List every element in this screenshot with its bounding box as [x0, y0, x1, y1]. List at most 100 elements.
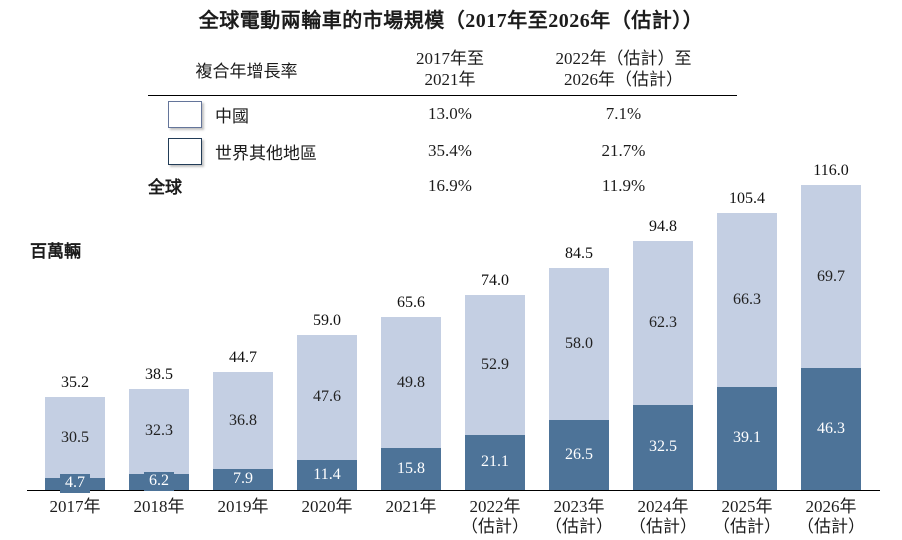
bar-segment-rest-of-world: 4.7 — [45, 474, 105, 494]
x-axis-labels: 2017年 2018年 2019年 2020年 2021年 2022年 （估計） 2023年（… — [27, 497, 880, 540]
bar-value-label-china: 69.7 — [817, 267, 845, 285]
legend-row-global: 全球 16.9% 11.9% — [148, 170, 737, 202]
cagr-header-col1-line2: 2021年 — [424, 70, 476, 90]
bar-total-label: 105.4 — [729, 189, 765, 207]
bar-value-label-rest-of-world: 11.4 — [308, 465, 346, 485]
bar-segment-china: 30.5 — [45, 397, 105, 478]
bar-group-2023年（估計）: 84.5 58.0 26.5 — [549, 158, 609, 490]
bar-segment-rest-of-world: 39.1 — [717, 387, 777, 490]
legend-label-global: 全球 — [148, 178, 182, 197]
x-tick-label: 2024年 （估計） — [629, 497, 697, 537]
x-tick-label: 2018年 — [133, 497, 185, 516]
bar-total-label: 38.5 — [145, 365, 173, 383]
bar-segment-rest-of-world: 46.3 — [801, 368, 861, 490]
cagr-value-rest-of-world-1: 35.4% — [428, 141, 472, 160]
bar-value-label-china: 30.5 — [61, 428, 89, 446]
legend-label-china: 中國 — [215, 106, 249, 126]
bar-segment-rest-of-world: 21.1 — [465, 434, 525, 490]
legend-row-china: 中國 13.0% 7.1% — [148, 96, 737, 133]
bar-group-2017年: 35.2 30.5 4.7 — [45, 158, 105, 494]
bar-segment-rest-of-world: 32.5 — [633, 404, 693, 490]
bar-value-label-china: 32.3 — [145, 422, 173, 440]
bar-value-label-rest-of-world: 21.1 — [476, 452, 514, 472]
bar-value-label-rest-of-world: 6.2 — [144, 472, 174, 492]
cagr-value-global-1: 16.9% — [428, 175, 472, 195]
bar-value-label-rest-of-world: 26.5 — [560, 445, 598, 465]
china-legend-swatch-icon — [168, 100, 202, 128]
bar-segment-rest-of-world: 6.2 — [129, 472, 189, 492]
bar-group-2019年: 44.7 36.8 7.9 — [213, 158, 273, 490]
bar-value-label-rest-of-world: 15.8 — [392, 459, 430, 479]
rest-of-world-legend-swatch-icon — [168, 137, 202, 165]
bar-segment-rest-of-world: 11.4 — [297, 460, 357, 490]
bar-value-label-china: 52.9 — [481, 355, 509, 373]
bar-value-label-rest-of-world: 39.1 — [728, 429, 766, 448]
bar-total-label: 74.0 — [481, 272, 509, 290]
cagr-value-china-2: 7.1% — [605, 104, 642, 123]
cagr-header-col1-line1: 2017年至 — [416, 49, 484, 68]
cagr-header-col2-line1: 2022年（估計）至 — [555, 49, 692, 68]
x-tick-label: 2021年 — [385, 497, 437, 516]
bar-segment-china: 58.0 — [549, 267, 609, 421]
x-tick-label: 2022年 （估計） — [461, 497, 529, 537]
x-tick-label: 2026年 （估計） — [797, 497, 865, 537]
bar-segment-china: 49.8 — [381, 317, 441, 449]
bar-segment-china: 52.9 — [465, 295, 525, 435]
bar-value-label-china: 58.0 — [565, 335, 593, 353]
bar-value-label-china: 47.6 — [313, 388, 341, 406]
legend-cell-global: 全球 — [148, 173, 390, 198]
bar-value-label-rest-of-world: 4.7 — [60, 474, 90, 494]
bar-value-label-rest-of-world: 7.9 — [228, 470, 258, 490]
bar-value-label-rest-of-world: 32.5 — [644, 437, 682, 457]
bar-group-2018年: 38.5 32.3 6.2 — [129, 158, 189, 492]
bar-segment-rest-of-world: 26.5 — [549, 420, 609, 490]
cagr-value-china-1: 13.0% — [428, 104, 472, 123]
bar-value-label-china: 66.3 — [733, 290, 761, 308]
bar-group-2022年（估計）: 74.0 52.9 21.1 — [465, 158, 525, 490]
y-axis-unit-label: 百萬輛 — [30, 242, 81, 261]
bar-segment-china: 47.6 — [297, 334, 357, 461]
bar-segment-china: 69.7 — [801, 184, 861, 369]
bar-segment-china: 32.3 — [129, 388, 189, 474]
cagr-table-header-row: 複合年增長率 2017年至 2021年 2022年（估計）至 2026年（估計） — [148, 48, 737, 96]
cagr-header-col1: 2017年至 2021年 — [390, 48, 510, 91]
bar-group-2020年: 59.0 47.6 11.4 — [297, 158, 357, 490]
bar-segment-china: 66.3 — [717, 212, 777, 388]
stacked-bar-chart: 35.2 30.5 4.7 38.5 32.3 6.2 44.7 36.8 7.9 59.0 47.… — [27, 158, 880, 494]
cagr-header-col2-line2: 2026年（估計） — [564, 70, 683, 90]
page-title: 全球電動兩輪車的市場規模（2017年至2026年（估計）） — [198, 10, 704, 32]
bar-value-label-china: 62.3 — [649, 313, 677, 331]
bar-total-label: 116.0 — [813, 161, 849, 179]
cagr-table: 複合年增長率 2017年至 2021年 2022年（估計）至 2026年（估計）… — [148, 48, 737, 202]
cagr-header-label: 複合年增長率 — [195, 61, 298, 81]
bar-group-2021年: 65.6 49.8 15.8 — [381, 158, 441, 490]
x-tick-label: 2020年 — [301, 497, 353, 516]
bar-total-label: 44.7 — [229, 349, 257, 367]
cagr-header-col2: 2022年（估計）至 2026年（估計） — [510, 48, 737, 91]
x-tick-label: 2019年 — [217, 497, 269, 516]
bar-group-2024年（估計）: 94.8 62.3 32.5 — [633, 158, 693, 490]
legend-row-rest-of-world: 世界其他地區 35.4% 21.7% — [148, 133, 737, 170]
bar-segment-rest-of-world: 15.8 — [381, 448, 441, 490]
bar-value-label-china: 36.8 — [229, 411, 257, 429]
legend-cell-rest-of-world: 世界其他地區 — [148, 137, 390, 165]
bar-total-label: 35.2 — [61, 374, 89, 392]
cagr-value-rest-of-world-2: 21.7% — [601, 141, 646, 160]
x-tick-label: 2025年 （估計） — [713, 497, 781, 537]
legend-cell-china: 中國 — [148, 100, 390, 128]
legend-label-rest-of-world: 世界其他地區 — [215, 143, 317, 163]
bar-segment-rest-of-world: 7.9 — [213, 469, 273, 490]
bar-total-label: 65.6 — [397, 294, 425, 312]
bar-group-2026年（估計）: 116.0 69.7 46.3 — [801, 158, 861, 490]
bar-total-label: 84.5 — [565, 244, 593, 262]
bar-total-label: 59.0 — [313, 311, 341, 329]
bar-total-label: 94.8 — [649, 217, 677, 235]
cagr-value-global-2: 11.9% — [601, 175, 646, 195]
x-tick-label: 2023年 （估計） — [545, 497, 613, 537]
bar-value-label-rest-of-world: 46.3 — [812, 419, 850, 439]
x-tick-label: 2017年 — [49, 497, 101, 516]
bar-segment-china: 62.3 — [633, 240, 693, 405]
bar-segment-china: 36.8 — [213, 372, 273, 470]
bar-group-2025年（估計）: 105.4 66.3 39.1 — [717, 158, 777, 490]
